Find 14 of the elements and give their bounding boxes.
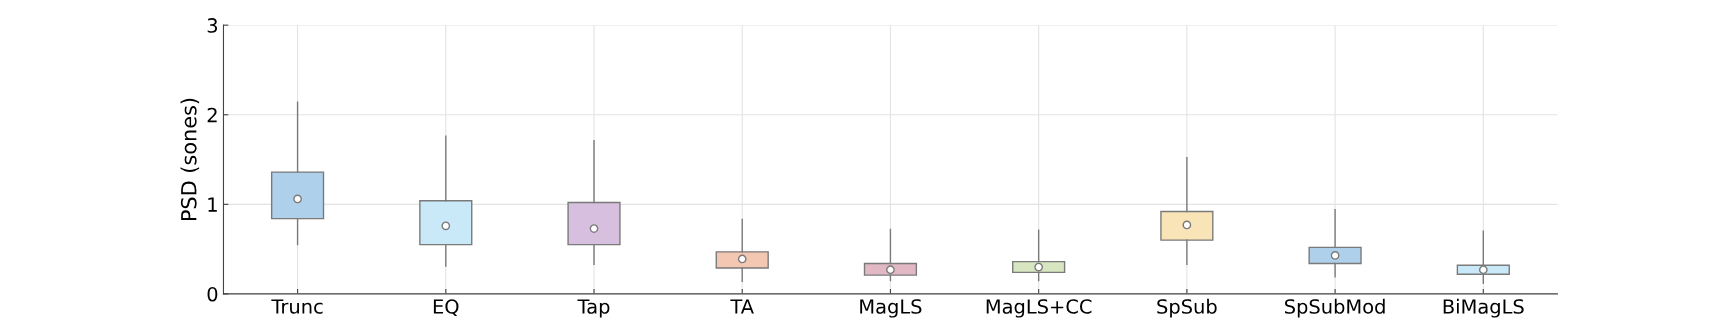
x-tick-label: Tap <box>577 299 610 318</box>
x-tick-label: SpSub <box>1157 298 1217 318</box>
x-tick-label: BiMagLS <box>1443 298 1524 318</box>
x-tick-label: TA <box>730 299 754 314</box>
y-tick-label: 0 <box>207 286 218 302</box>
x-tick-label: MagLS+CC <box>986 299 1092 318</box>
x-tick-label: Trunc <box>271 299 323 314</box>
y-tick-label: 3 <box>207 18 218 33</box>
x-tick-label: SpSubMod <box>1285 298 1385 318</box>
x-tick-label: EQ <box>433 299 459 317</box>
y-tick-label: 1 <box>208 197 217 212</box>
x-tick-label: MagLS <box>860 299 922 318</box>
y-tick-label: 2 <box>207 107 217 123</box>
y-axis-title: PSD (sones) <box>180 98 200 221</box>
